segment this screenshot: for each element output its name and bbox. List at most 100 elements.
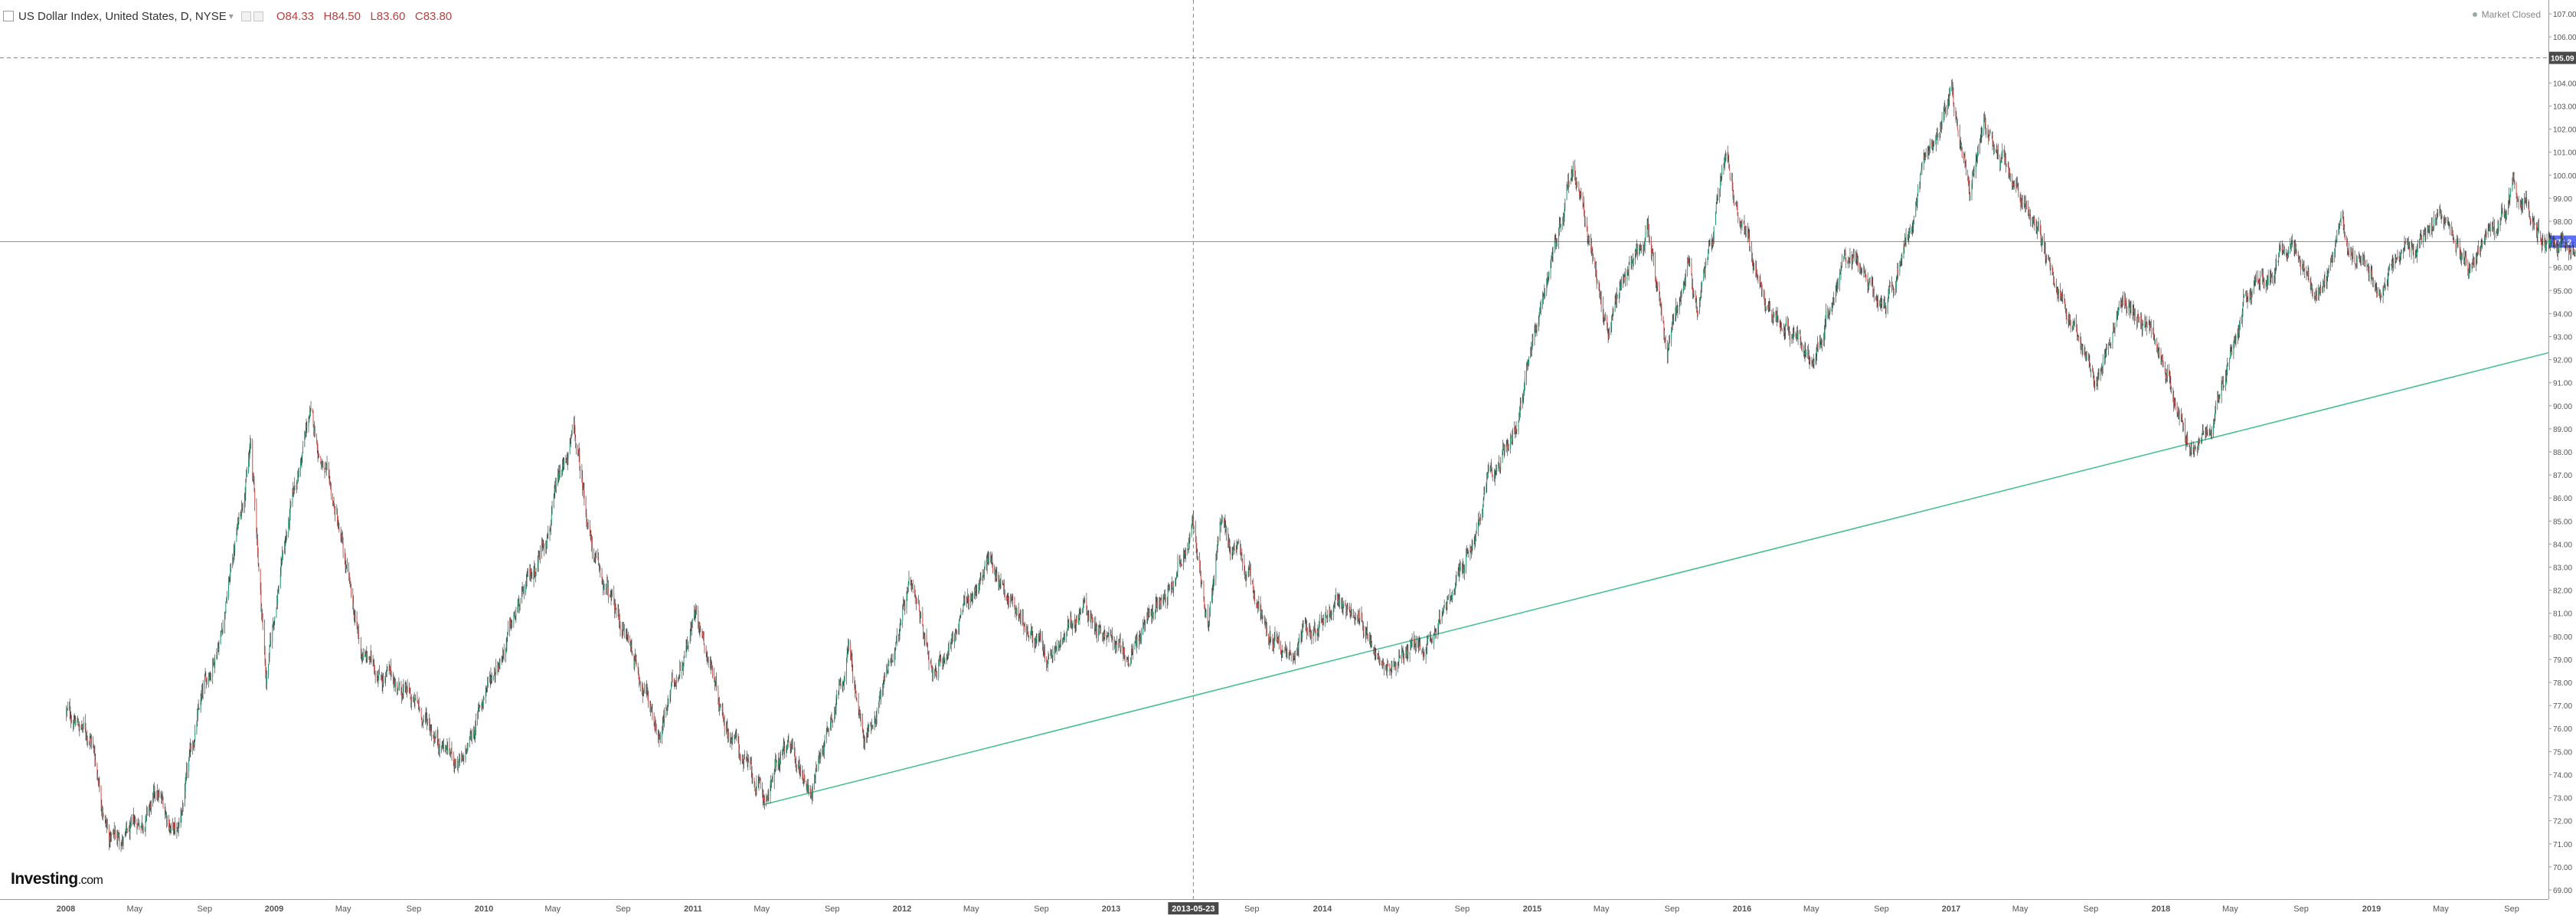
candle-body [613, 593, 615, 606]
candle-body [742, 756, 744, 763]
candle-body [1943, 106, 1945, 114]
candle-body [936, 671, 937, 675]
candle-body [1375, 653, 1376, 655]
candle-body [654, 727, 655, 730]
candle-body [1126, 658, 1127, 662]
candle-body [1972, 175, 1973, 184]
candle-body [898, 636, 900, 639]
candle-body [345, 559, 346, 567]
candle-body [950, 645, 951, 646]
candle-body [848, 641, 849, 646]
candle-body [254, 489, 256, 503]
candle-body [82, 725, 83, 728]
candle-body [606, 584, 607, 588]
candle-body [1120, 645, 1122, 649]
y-tick-label: 102.00 [2553, 126, 2576, 135]
candle-body [1445, 604, 1447, 607]
candle-body [1316, 630, 1318, 635]
candle-body [325, 467, 327, 469]
candle-body [942, 662, 943, 665]
candle-body [967, 596, 969, 599]
candle-body [2004, 151, 2006, 159]
candle-body [1277, 637, 1278, 642]
candle-body [952, 635, 953, 640]
candle-body [1224, 522, 1225, 523]
candle-body [1907, 234, 1908, 236]
candle-body [1896, 275, 1898, 282]
candle-body [752, 775, 754, 777]
candle-body [1341, 604, 1342, 609]
candle-body [1688, 263, 1690, 265]
candle-body [842, 682, 843, 688]
candle-body [1979, 139, 1981, 141]
candle-body [1394, 665, 1396, 670]
candle-body [525, 584, 527, 593]
candle-body [859, 715, 861, 717]
candle-body [1188, 540, 1190, 544]
candle-body [1911, 227, 1913, 230]
candle-body [818, 757, 819, 770]
candle-body [836, 694, 838, 698]
candle-body [466, 744, 468, 753]
candle-body [312, 411, 314, 424]
y-tick-label: 84.00 [2553, 541, 2572, 549]
candle-body [398, 682, 400, 685]
candle-body [983, 568, 985, 576]
candle-body [531, 576, 532, 578]
candle-body [293, 486, 295, 493]
y-tick-label: 92.00 [2553, 357, 2572, 365]
candle-body [241, 505, 243, 508]
candle-body [1161, 597, 1162, 603]
candle-body [1747, 230, 1748, 237]
candle-body [1476, 528, 1477, 532]
candle-body [996, 573, 998, 578]
candle-body [348, 573, 350, 581]
candle-body [1196, 547, 1198, 551]
candle-body [1294, 655, 1296, 657]
candle-body [420, 709, 422, 718]
candle-body [146, 808, 148, 814]
candle-body [918, 600, 920, 603]
candle-body [834, 713, 835, 722]
x-tick-label: 2012 [893, 905, 911, 914]
candle-body [454, 758, 456, 767]
candle-body [791, 744, 793, 745]
candle-body [1868, 283, 1870, 288]
candle-body [1542, 296, 1544, 298]
candle-body [1571, 173, 1573, 178]
candle-body [1600, 295, 1601, 298]
candle-body [1611, 316, 1613, 320]
candle-body [639, 682, 640, 685]
candle-body [884, 673, 886, 682]
candle-body [1732, 188, 1734, 194]
x-tick-label: 2017 [1942, 905, 1960, 914]
candle-body [1378, 656, 1380, 663]
y-tick-label: 72.00 [2553, 818, 2572, 826]
candle-body [2003, 150, 2005, 153]
candle-body [451, 748, 453, 755]
candle-body [1911, 227, 1913, 231]
candle-body [1469, 548, 1471, 555]
candle-body [1673, 319, 1675, 321]
candle-body [204, 677, 205, 687]
candle-body [711, 668, 713, 677]
candle-body [846, 653, 848, 662]
candle-body [1921, 162, 1923, 168]
candle-body [927, 653, 929, 657]
candle-body [106, 824, 108, 826]
candle-body [1100, 630, 1102, 634]
candle-body [1066, 633, 1067, 637]
candle-body [1629, 263, 1630, 265]
candle-body [113, 827, 115, 833]
candle-body [1020, 617, 1022, 619]
candle-body [1399, 655, 1401, 658]
candle-body [472, 731, 474, 738]
candle-body [1242, 561, 1244, 563]
candle-body [679, 666, 681, 677]
candle-body [1387, 663, 1388, 672]
candle-body [638, 669, 639, 676]
candle-body [555, 482, 557, 486]
candle-body [165, 813, 167, 816]
x-tick-label: 2019 [2362, 905, 2381, 914]
